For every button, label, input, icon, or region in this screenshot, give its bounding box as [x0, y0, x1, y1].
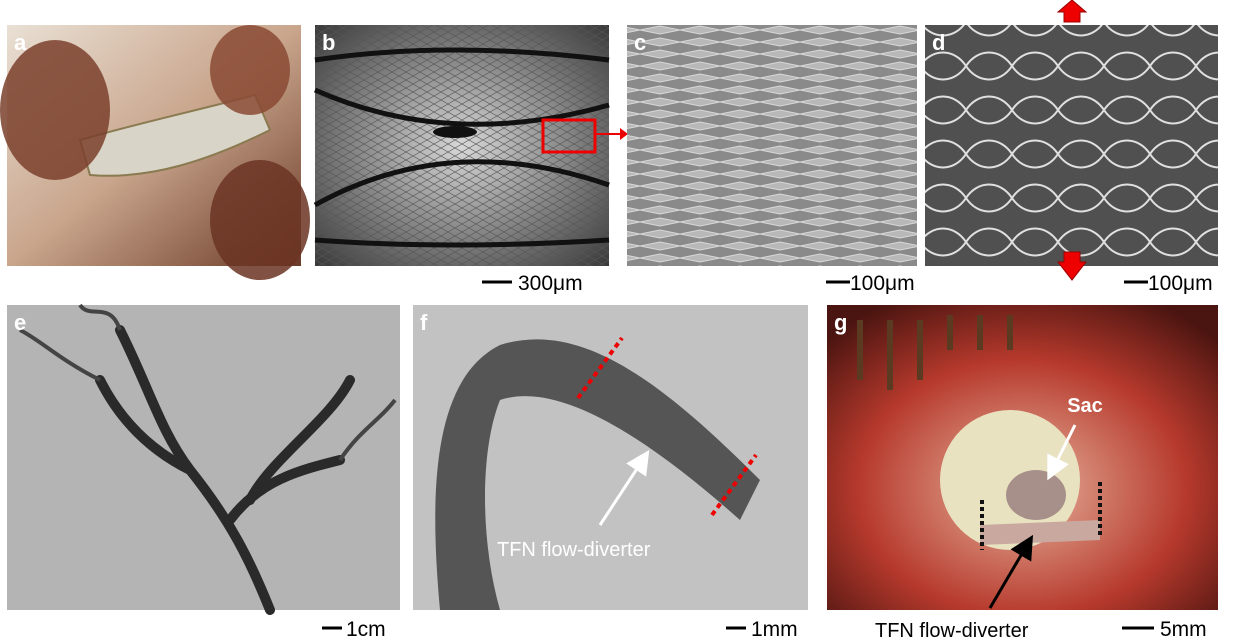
figure: a b 300μm c 100μm d 100μm e 1cm — [0, 0, 1233, 642]
scale-label: 1mm — [751, 618, 798, 641]
panel-d: d — [925, 0, 1218, 280]
page: {"panels": [ {"label": "a"}, {"label": "… — [0, 0, 1233, 642]
panel-label: c — [634, 30, 646, 55]
caption: TFN flow-diverter — [875, 620, 1029, 642]
panel-b: b — [315, 25, 628, 266]
panel-f: TFN flow-diverter f — [413, 305, 808, 610]
scale-label: 5mm — [1160, 618, 1207, 641]
panel-label: b — [322, 30, 335, 55]
scale-label: 300μm — [518, 272, 583, 295]
annotation: TFN flow-diverter — [497, 539, 651, 561]
annotation: Sac — [1067, 395, 1103, 417]
panel-c: c — [627, 25, 917, 266]
panel-label: e — [14, 310, 26, 335]
panel-e: e — [7, 305, 400, 610]
panel-a: a — [0, 25, 310, 280]
panel-g: Sac g — [827, 305, 1218, 610]
panel-label: d — [932, 30, 945, 55]
scale-label: 1cm — [346, 618, 386, 641]
scale-label: 100μm — [1148, 272, 1213, 295]
panel-label: a — [14, 30, 27, 55]
scale-label: 100μm — [850, 272, 915, 295]
panel-label: g — [834, 310, 847, 335]
panel-label: f — [420, 310, 428, 335]
